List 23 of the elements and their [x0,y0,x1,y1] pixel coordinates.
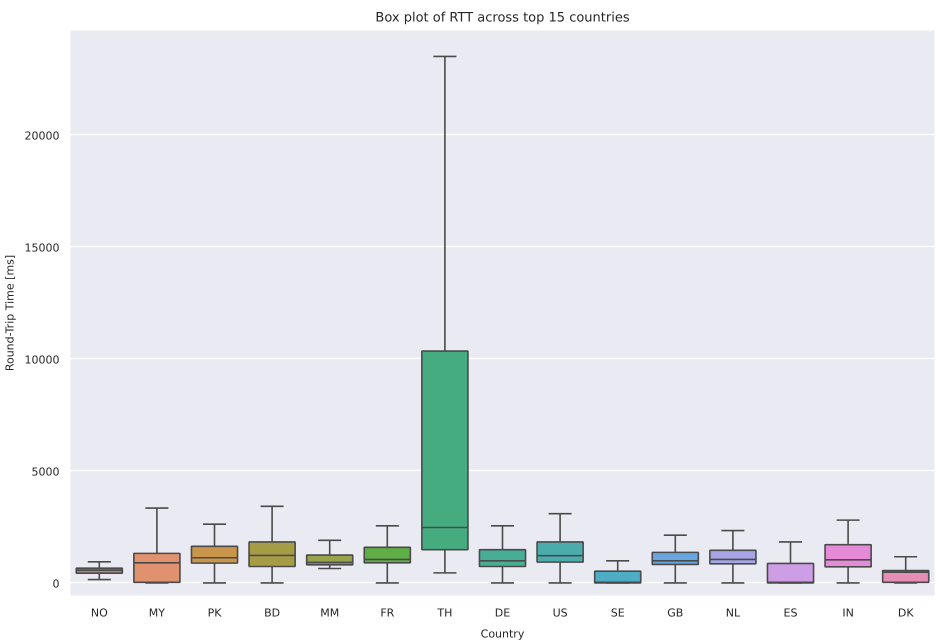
x-tick-label: NL [726,606,741,620]
y-tick-label: 15000 [24,241,60,254]
y-tick-label: 5000 [32,465,60,478]
x-tick-label: IN [842,606,854,620]
y-tick-label: 0 [52,577,60,590]
x-tick-label: ES [784,606,798,620]
y-axis-title: Round-Trip Time [ms] [4,254,17,372]
x-tick-label: BD [264,606,280,620]
x-tick-label: NO [90,606,108,620]
x-axis-title: Country [480,628,525,640]
x-tick-label: FR [380,606,395,620]
x-tick-label: DE [494,606,510,620]
x-tick-label: GB [667,606,684,620]
x-tick-label: MY [148,606,166,620]
x-tick-label: US [552,606,568,620]
x-tick-label: TH [436,606,452,620]
y-tick-label: 20000 [24,129,60,142]
y-tick-label: 10000 [24,353,60,366]
x-tick-label: MM [320,606,340,620]
chart-title: Box plot of RTT across top 15 countries [375,10,630,26]
x-tick-label: PK [208,606,222,620]
x-tick-label: SE [610,606,625,620]
x-tick-label: DK [898,606,914,620]
